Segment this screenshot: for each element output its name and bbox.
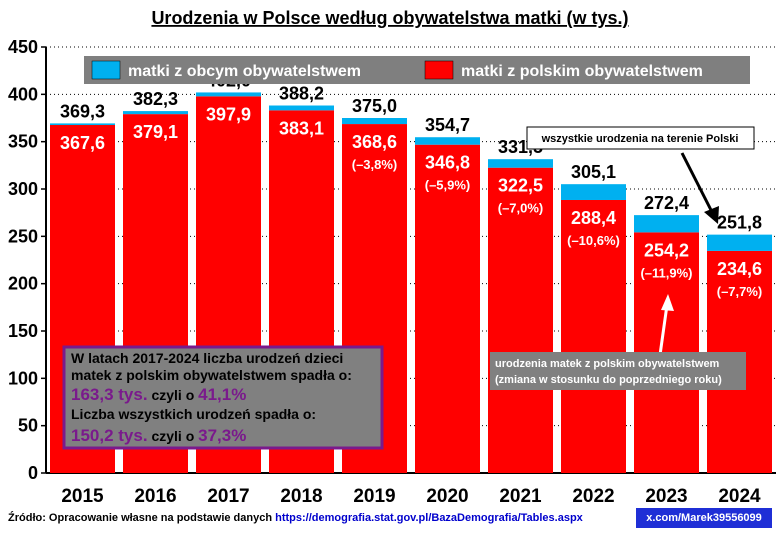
polish-value-label: 322,5 (498, 176, 543, 196)
x-tick-label: 2017 (207, 486, 249, 507)
summary-mid1: czyli o (148, 387, 199, 403)
bar-foreign-2015 (50, 123, 115, 126)
change-label: (–10,6%) (567, 233, 620, 248)
change-label: (–11,9%) (640, 265, 692, 280)
total-value-label: 388,2 (279, 84, 324, 104)
legend-label-polish: matki z polskim obywatelstwem (461, 63, 703, 80)
chart-title: Urodzenia w Polsce według obywatelstwa m… (151, 8, 628, 28)
source-link[interactable]: https://demografia.stat.gov.pl/BazaDemog… (275, 512, 583, 524)
y-tick-label: 50 (18, 416, 38, 436)
bar-polish-2022 (561, 199, 626, 474)
summary-line5: 150,2 tys. czyli o 37,3% (71, 426, 246, 445)
change-label: (–5,9%) (425, 178, 471, 193)
polish-arrow-head (661, 294, 674, 311)
y-tick-label: 250 (8, 226, 38, 246)
polish-value-label: 367,6 (60, 133, 105, 153)
y-tick-label: 300 (8, 179, 38, 199)
legend-label-foreign: matki z obcym obywatelstwem (128, 63, 361, 80)
bar-foreign-2021 (488, 159, 553, 168)
x-tick-label: 2015 (61, 486, 104, 507)
total-value-label: 382,3 (133, 89, 178, 109)
summary-pct2: 37,3% (198, 426, 246, 445)
change-label: (–7,0%) (498, 201, 544, 216)
y-tick-label: 350 (8, 132, 38, 152)
x-tick-label: 2018 (280, 486, 322, 507)
polish-value-label: 397,9 (206, 104, 251, 124)
summary-value1: 163,3 tys. (71, 385, 148, 404)
bar-foreign-2018 (269, 105, 334, 111)
polish-annotation: urodzenia matek z polskim obywatelstwem … (490, 294, 746, 390)
x-tick-label: 2021 (499, 486, 542, 507)
total-value-label: 272,4 (644, 193, 689, 213)
total-annotation-text: wszystkie urodzenia na terenie Polski (541, 133, 739, 145)
legend-swatch-polish (424, 60, 454, 80)
change-label: (–7,7%) (717, 284, 763, 299)
bar-foreign-2022 (561, 184, 626, 200)
polish-value-label: 288,4 (571, 208, 616, 228)
bar-polish-2020 (415, 144, 480, 474)
polish-value-label: 346,8 (425, 153, 470, 173)
summary-line3: 163,3 tys. czyli o 41,1% (71, 385, 246, 404)
x-tick-label: 2020 (426, 486, 468, 507)
author-handle-badge[interactable]: x.com/Marek39556099 (636, 508, 772, 528)
x-tick-label: 2022 (572, 486, 614, 507)
bar-foreign-2016 (123, 111, 188, 115)
bar-polish-2021 (488, 167, 553, 473)
x-tick-label: 2019 (353, 486, 395, 507)
source-prefix: Źródło: Opracowanie własne na podstawie … (8, 512, 276, 524)
polish-value-label: 379,1 (133, 122, 178, 142)
summary-line2: matek z polskim obywatelstwem spadła o: (71, 367, 352, 383)
x-tick-label: 2016 (134, 486, 176, 507)
summary-box: W latach 2017-2024 liczba urodzeń dzieci… (62, 345, 384, 450)
polish-value-label: 254,2 (644, 240, 689, 260)
legend: matki z obcym obywatelstwem matki z pols… (84, 56, 750, 84)
polish-value-label: 383,1 (279, 118, 324, 138)
total-annotation-arrow (680, 152, 715, 215)
change-label: (–3,8%) (352, 157, 398, 172)
total-value-label: 369,3 (60, 101, 105, 121)
y-tick-label: 150 (8, 321, 38, 341)
summary-line4: Liczba wszystkich urodzeń spadła o: (71, 406, 316, 422)
polish-value-label: 368,6 (352, 132, 397, 152)
bar-foreign-2024 (707, 234, 772, 251)
summary-line1: W latach 2017-2024 liczba urodzeń dzieci (71, 350, 343, 366)
total-value-label: 305,1 (571, 162, 616, 182)
total-value-label: 251,8 (717, 213, 762, 233)
polish-annotation-line2: (zmiana w stosunku do poprzedniego roku) (495, 374, 722, 386)
bar-foreign-2019 (342, 118, 407, 125)
y-tick-label: 200 (8, 274, 38, 294)
bar-foreign-2017 (196, 92, 261, 97)
total-arrow-head (704, 206, 719, 224)
summary-pct1: 41,1% (198, 385, 246, 404)
summary-background (62, 345, 384, 450)
bar-foreign-2020 (415, 137, 480, 145)
total-value-label: 375,0 (352, 96, 397, 116)
total-annotation: wszystkie urodzenia na terenie Polski (526, 126, 755, 224)
polish-annotation-box (490, 352, 746, 390)
polish-annotation-line1: urodzenia matek z polskim obywatelstwem (495, 358, 720, 370)
y-tick-label: 450 (8, 37, 38, 57)
y-tick-label: 0 (28, 463, 38, 483)
y-tick-label: 400 (8, 84, 38, 104)
total-value-label: 354,7 (425, 115, 470, 135)
legend-swatch-foreign (91, 60, 121, 80)
bar-foreign-2023 (634, 215, 699, 233)
source-note: Źródło: Opracowanie własne na podstawie … (8, 512, 583, 524)
legend-background (84, 56, 750, 84)
y-tick-label: 100 (8, 368, 38, 388)
summary-mid2: czyli o (148, 428, 199, 444)
total-annotation-box (526, 126, 755, 150)
summary-value2: 150,2 tys. (71, 426, 148, 445)
polish-annotation-arrow (658, 304, 669, 356)
x-tick-label: 2024 (718, 486, 761, 507)
data-labels: 2015369,3367,62016382,3379,12017402,0397… (60, 70, 762, 507)
x-tick-label: 2023 (645, 486, 687, 507)
polish-value-label: 234,6 (717, 259, 762, 279)
